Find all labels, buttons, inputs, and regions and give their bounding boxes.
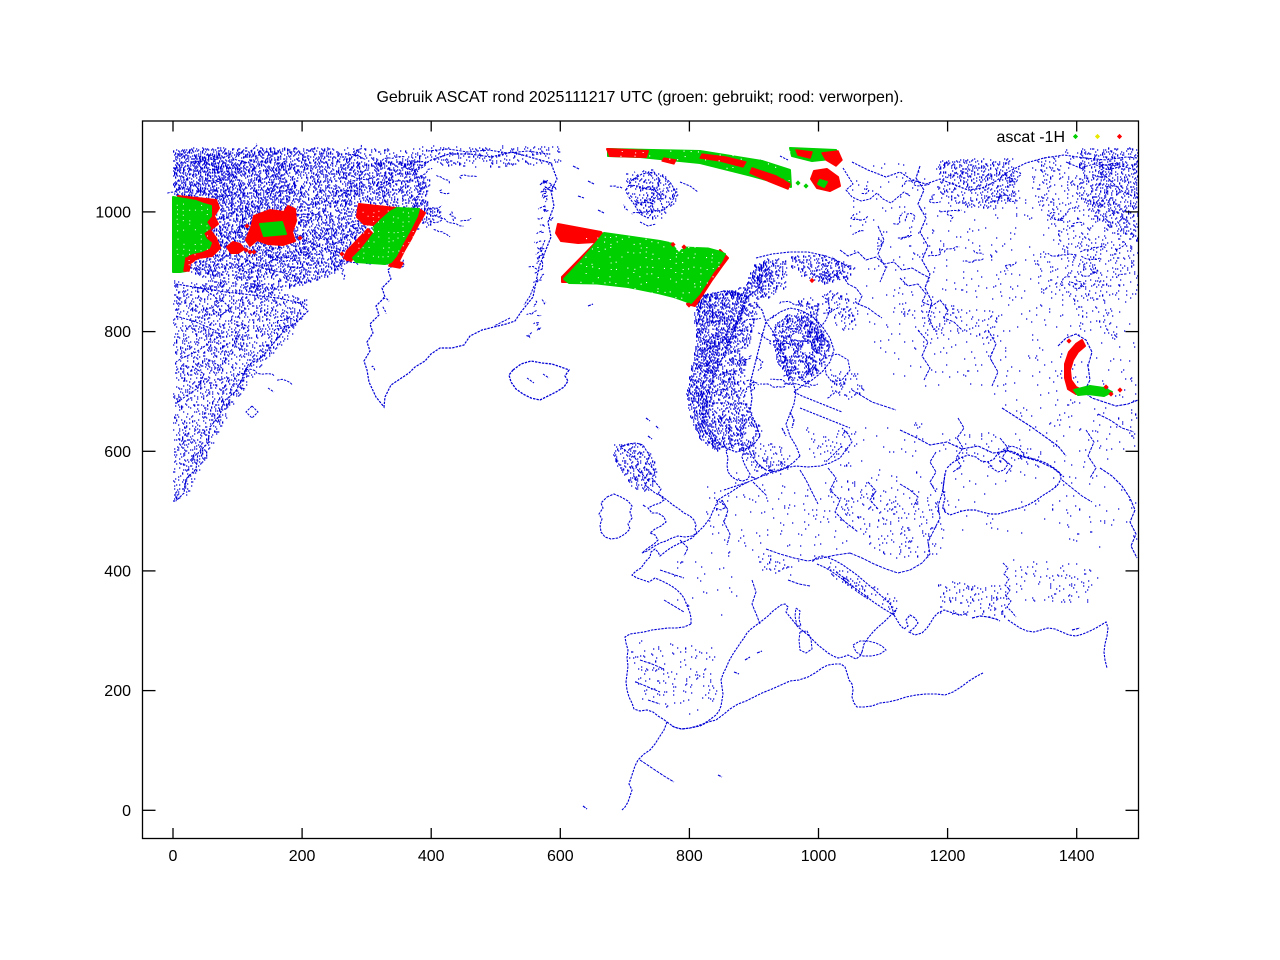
svg-text:ascat -1H: ascat -1H (997, 129, 1065, 146)
svg-text:1400: 1400 (1059, 848, 1095, 865)
svg-text:200: 200 (289, 848, 316, 865)
svg-text:1000: 1000 (95, 204, 131, 221)
svg-text:600: 600 (104, 444, 131, 461)
svg-text:400: 400 (104, 563, 131, 580)
svg-text:0: 0 (122, 803, 131, 820)
svg-text:1000: 1000 (801, 848, 837, 865)
svg-text:400: 400 (418, 848, 445, 865)
svg-text:800: 800 (676, 848, 703, 865)
svg-text:600: 600 (547, 848, 574, 865)
svg-text:200: 200 (104, 683, 131, 700)
svg-text:0: 0 (169, 848, 178, 865)
svg-text:1200: 1200 (930, 848, 966, 865)
svg-text:Gebruik ASCAT rond 2025111217: Gebruik ASCAT rond 2025111217 UTC (groen… (376, 89, 903, 106)
svg-text:800: 800 (104, 324, 131, 341)
